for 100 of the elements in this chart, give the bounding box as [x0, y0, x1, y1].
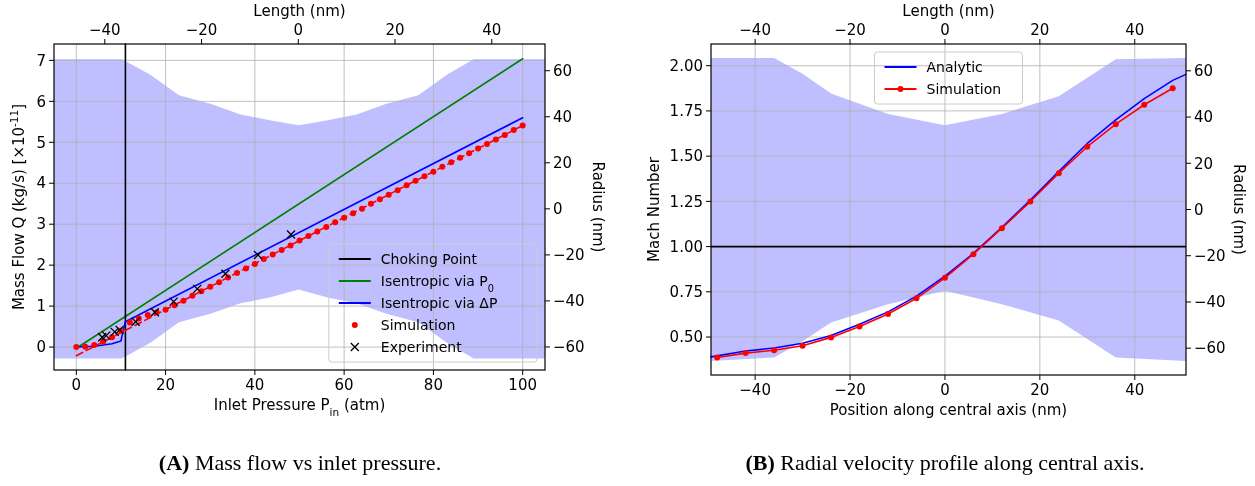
text: (A) Mass flow vs inlet pressure.	[158, 450, 442, 475]
y-tick-label: 0.50	[669, 328, 703, 347]
legend-label: Choking Point	[380, 250, 478, 267]
y2-tick-label: −20	[553, 246, 585, 265]
point	[1169, 85, 1176, 92]
point	[192, 284, 202, 294]
y-tick-label: 7	[36, 51, 46, 70]
point	[376, 196, 383, 203]
x-tick-label: 40	[1125, 21, 1145, 39]
point	[492, 136, 499, 143]
point	[970, 251, 977, 258]
text: (B) Radial velocity profile along central axis.	[745, 450, 1145, 475]
point	[367, 200, 374, 207]
point	[260, 256, 267, 263]
point	[448, 159, 455, 166]
point	[828, 334, 835, 341]
legend-label: Experiment	[380, 338, 463, 355]
y2-tick-label: −60	[1194, 339, 1226, 358]
y-tick-label: 0	[36, 338, 46, 357]
y2-tick-label: 0	[553, 200, 563, 219]
point	[941, 274, 948, 281]
y-axis-title: Mach Number	[645, 156, 663, 262]
point	[144, 312, 151, 319]
y-tick-label: 1.75	[669, 102, 703, 121]
point	[180, 297, 187, 304]
x-tick-label: 20	[1030, 21, 1050, 39]
point	[91, 342, 98, 349]
point	[510, 127, 517, 134]
x-tick-label: 20	[156, 376, 176, 394]
point	[439, 163, 446, 170]
point	[519, 122, 526, 129]
y2-tick-label: 0	[1194, 200, 1204, 219]
x-axis-title: Position along central axis (nm)	[829, 401, 1068, 419]
y2-tick-label: −20	[1194, 246, 1226, 265]
point	[168, 296, 179, 307]
point	[162, 306, 169, 313]
point	[131, 317, 141, 327]
legend-label: Isentropic via P$_{0}$	[380, 272, 495, 294]
point	[101, 330, 111, 341]
point	[189, 292, 196, 299]
legend-label: Simulation	[926, 80, 1002, 97]
x-tick-label: 0	[71, 376, 82, 394]
point	[1141, 101, 1148, 108]
y-tick-label: 6	[36, 92, 46, 111]
point	[234, 269, 241, 276]
point	[253, 250, 263, 260]
point	[466, 150, 473, 157]
y-tick-label: 2.00	[669, 56, 703, 75]
point	[296, 237, 303, 244]
point	[287, 242, 294, 249]
point	[126, 319, 133, 326]
point	[251, 260, 258, 267]
point	[403, 182, 410, 189]
point	[714, 354, 721, 361]
point	[1027, 198, 1034, 205]
point	[385, 191, 392, 198]
y-tick-label: 1.50	[669, 147, 703, 166]
x-axis-title: Inlet Pressure P$_{in}$ (atm)	[213, 396, 386, 418]
y-tick-label: 3	[36, 215, 46, 234]
x-tick-label: 80	[423, 376, 443, 394]
y2-tick-label: −40	[553, 292, 585, 311]
point	[323, 224, 330, 231]
point	[475, 145, 482, 152]
point	[314, 228, 321, 235]
y-tick-label: 2	[36, 256, 46, 275]
point	[1084, 143, 1091, 150]
point	[742, 350, 749, 357]
y-tick-label: 1.00	[669, 237, 703, 256]
point	[73, 344, 80, 351]
point	[242, 265, 249, 272]
point	[97, 332, 107, 342]
y2-tick-label: 60	[553, 61, 573, 80]
y-tick-label: 0.75	[669, 283, 703, 302]
point	[998, 225, 1005, 232]
point	[483, 140, 490, 147]
y-tick-label: 1	[36, 297, 46, 316]
y2-tick-label: −60	[553, 338, 585, 357]
point	[1055, 170, 1062, 177]
x2-axis-title: Length (nm)	[253, 2, 346, 20]
legend-label: Simulation	[380, 316, 456, 333]
point	[341, 214, 348, 221]
y2-tick-label: −40	[1194, 293, 1226, 312]
y-tick-label: 1.25	[669, 192, 703, 211]
point	[1112, 121, 1119, 128]
point	[286, 229, 296, 240]
x2-axis-title: Length (nm)	[902, 2, 995, 20]
point	[278, 247, 285, 253]
legend-label: Isentropic via ΔP	[380, 294, 498, 311]
y2-tick-label: 60	[1194, 62, 1214, 81]
x-tick-label: 40	[245, 376, 265, 394]
point	[457, 154, 464, 161]
point	[220, 269, 231, 279]
point	[332, 219, 339, 226]
y2-tick-label: 40	[553, 108, 573, 126]
y2-tick-label: 40	[1194, 108, 1214, 127]
point	[412, 177, 419, 184]
point	[269, 251, 276, 258]
point	[358, 205, 365, 212]
point	[110, 327, 120, 337]
point	[82, 343, 89, 350]
